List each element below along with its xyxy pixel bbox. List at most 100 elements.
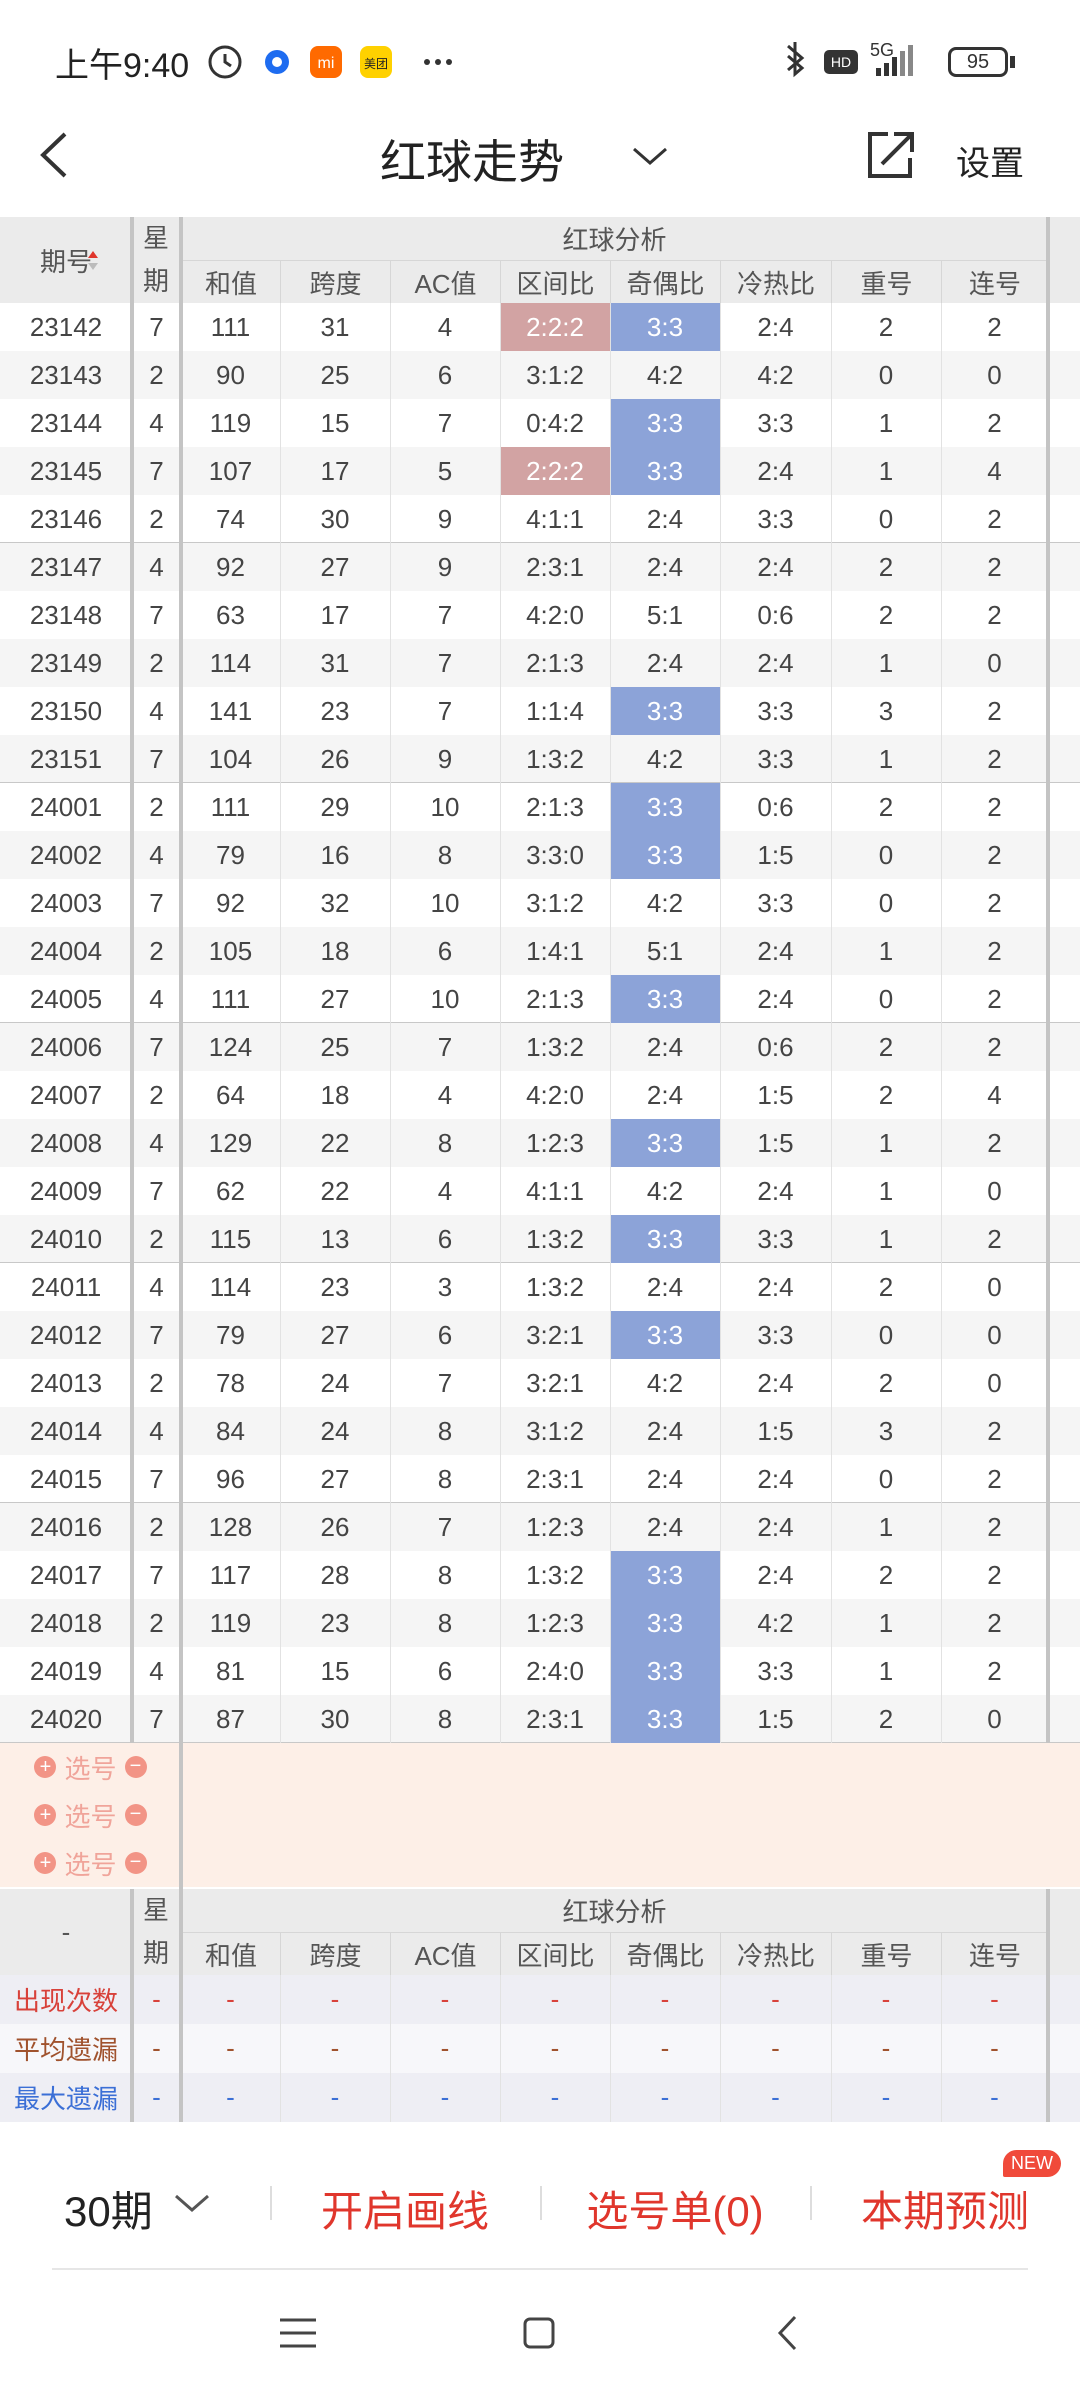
status-time: 上午9:40 bbox=[55, 47, 190, 85]
status-icons: mi 美团 bbox=[208, 45, 452, 79]
table-cell: 1:5 bbox=[757, 1127, 794, 1158]
column-header: 和值 bbox=[181, 260, 280, 303]
remove-icon[interactable]: − bbox=[124, 1804, 147, 1826]
table-cell: 2:4 bbox=[646, 503, 684, 534]
table-cell: 3:3 bbox=[610, 1599, 720, 1647]
table-cell: 1 bbox=[878, 455, 894, 486]
table-cell: 3:3 bbox=[757, 1319, 794, 1350]
table-cell: 6 bbox=[437, 935, 453, 966]
table-cell: 24017 bbox=[29, 1559, 103, 1590]
table-cell: 2:4 bbox=[757, 1367, 794, 1398]
table-cell: 4 bbox=[149, 983, 164, 1014]
table-cell: 7 bbox=[149, 887, 164, 918]
nav-home[interactable] bbox=[522, 2316, 556, 2350]
stat-row-bg bbox=[0, 2024, 1080, 2073]
row-bg bbox=[0, 975, 1080, 1023]
table-cell: 74 bbox=[216, 503, 245, 534]
table-cell: 0 bbox=[878, 1463, 894, 1494]
column-border bbox=[610, 303, 611, 1743]
pick-row[interactable]: + 选号 − bbox=[0, 1791, 181, 1839]
table-cell: 2:4 bbox=[757, 1511, 794, 1542]
table-cell: 2:3:1 bbox=[526, 1703, 584, 1734]
predict-button[interactable]: 本期预测 bbox=[860, 2188, 1029, 2235]
table-cell: 2 bbox=[878, 311, 894, 342]
table-cell: 7 bbox=[149, 743, 164, 774]
sort-icon[interactable] bbox=[86, 248, 100, 274]
pick-row[interactable]: + 选号 − bbox=[0, 1743, 181, 1791]
row-bg bbox=[0, 735, 1080, 783]
table-cell: 2 bbox=[878, 551, 894, 582]
period-dropdown[interactable] bbox=[172, 2192, 212, 2216]
page-title[interactable]: 红球走势 bbox=[380, 136, 564, 188]
table-cell: 7 bbox=[149, 1703, 164, 1734]
add-icon[interactable]: + bbox=[34, 1852, 57, 1874]
table-cell: 3:1:2 bbox=[526, 1415, 584, 1446]
table-cell: 3:3 bbox=[757, 503, 794, 534]
table-cell: 0 bbox=[987, 1367, 1002, 1398]
table-cell: 22 bbox=[320, 1127, 350, 1158]
draw-line-button[interactable]: 开启画线 bbox=[320, 2188, 489, 2235]
table-cell: 3:3 bbox=[610, 303, 720, 351]
table-cell: 24 bbox=[320, 1367, 350, 1398]
column-header: 冷热比 bbox=[720, 1932, 831, 1975]
pick-label: 选号 bbox=[64, 1753, 117, 1784]
pick-bg bbox=[0, 1743, 1080, 1887]
battery: 95 bbox=[948, 47, 1008, 77]
selection-button[interactable]: 选号单(0) bbox=[586, 2188, 764, 2235]
table-cell: 2 bbox=[149, 1079, 164, 1110]
row-bg bbox=[0, 831, 1080, 879]
back-button[interactable] bbox=[35, 130, 75, 180]
table-cell: 22 bbox=[320, 1175, 350, 1206]
period-select[interactable]: 30期 bbox=[64, 2188, 153, 2235]
table-cell: 3:2:1 bbox=[526, 1367, 584, 1398]
table-cell: 2:4 bbox=[646, 647, 684, 678]
table-cell: 0 bbox=[878, 887, 894, 918]
table-cell: 25 bbox=[320, 1031, 350, 1062]
table-cell: 2 bbox=[987, 839, 1002, 870]
settings-button[interactable]: 设置 bbox=[956, 145, 1024, 183]
table-cell: 24011 bbox=[30, 1271, 102, 1302]
header-weekday: 星期 bbox=[132, 217, 181, 303]
nav-menu[interactable] bbox=[278, 2316, 318, 2350]
table-cell: 9 bbox=[437, 551, 453, 582]
row-bg bbox=[0, 1263, 1080, 1311]
table-cell: 7 bbox=[149, 1559, 164, 1590]
table-cell: 2:4 bbox=[646, 1511, 684, 1542]
table-cell: 24006 bbox=[29, 1031, 103, 1062]
table-cell: 2 bbox=[878, 1559, 894, 1590]
table-cell: 4 bbox=[987, 455, 1002, 486]
add-icon[interactable]: + bbox=[34, 1804, 57, 1826]
table-cell: 24016 bbox=[29, 1511, 103, 1542]
table-cell: 3:3 bbox=[757, 743, 794, 774]
table-cell: 23144 bbox=[29, 407, 103, 438]
table-cell: 4:2:0 bbox=[526, 1079, 584, 1110]
table-cell: 27 bbox=[320, 1319, 350, 1350]
table-cell: 5:1 bbox=[646, 599, 684, 630]
table-cell: 90 bbox=[216, 359, 245, 390]
remove-icon[interactable]: − bbox=[124, 1852, 147, 1874]
svg-text:HD: HD bbox=[831, 54, 851, 70]
title-dropdown[interactable] bbox=[630, 145, 670, 169]
table-cell: 24007 bbox=[29, 1079, 103, 1110]
column-border bbox=[1046, 1889, 1050, 2122]
table-cell: 111 bbox=[210, 311, 251, 342]
remove-icon[interactable]: − bbox=[124, 1756, 147, 1778]
pick-row[interactable]: + 选号 − bbox=[0, 1839, 181, 1887]
divider bbox=[810, 2186, 812, 2220]
nav-back[interactable] bbox=[775, 2314, 799, 2352]
row-bg bbox=[0, 1503, 1080, 1551]
row-bg bbox=[0, 1119, 1080, 1167]
table-cell: 4:2 bbox=[646, 887, 684, 918]
table-cell: 4 bbox=[149, 407, 164, 438]
battery-tip bbox=[1010, 56, 1015, 68]
table-cell: 24001 bbox=[29, 791, 103, 822]
bottom-divider bbox=[52, 2268, 1028, 2270]
share-button[interactable] bbox=[862, 128, 918, 184]
table-cell: 24005 bbox=[29, 983, 103, 1014]
table-cell: 8 bbox=[437, 1607, 453, 1638]
column-border bbox=[941, 1975, 942, 2122]
table-cell: 104 bbox=[208, 743, 253, 774]
add-icon[interactable]: + bbox=[34, 1756, 57, 1778]
column-border bbox=[179, 1889, 183, 2122]
table-cell: 2:4 bbox=[757, 311, 794, 342]
